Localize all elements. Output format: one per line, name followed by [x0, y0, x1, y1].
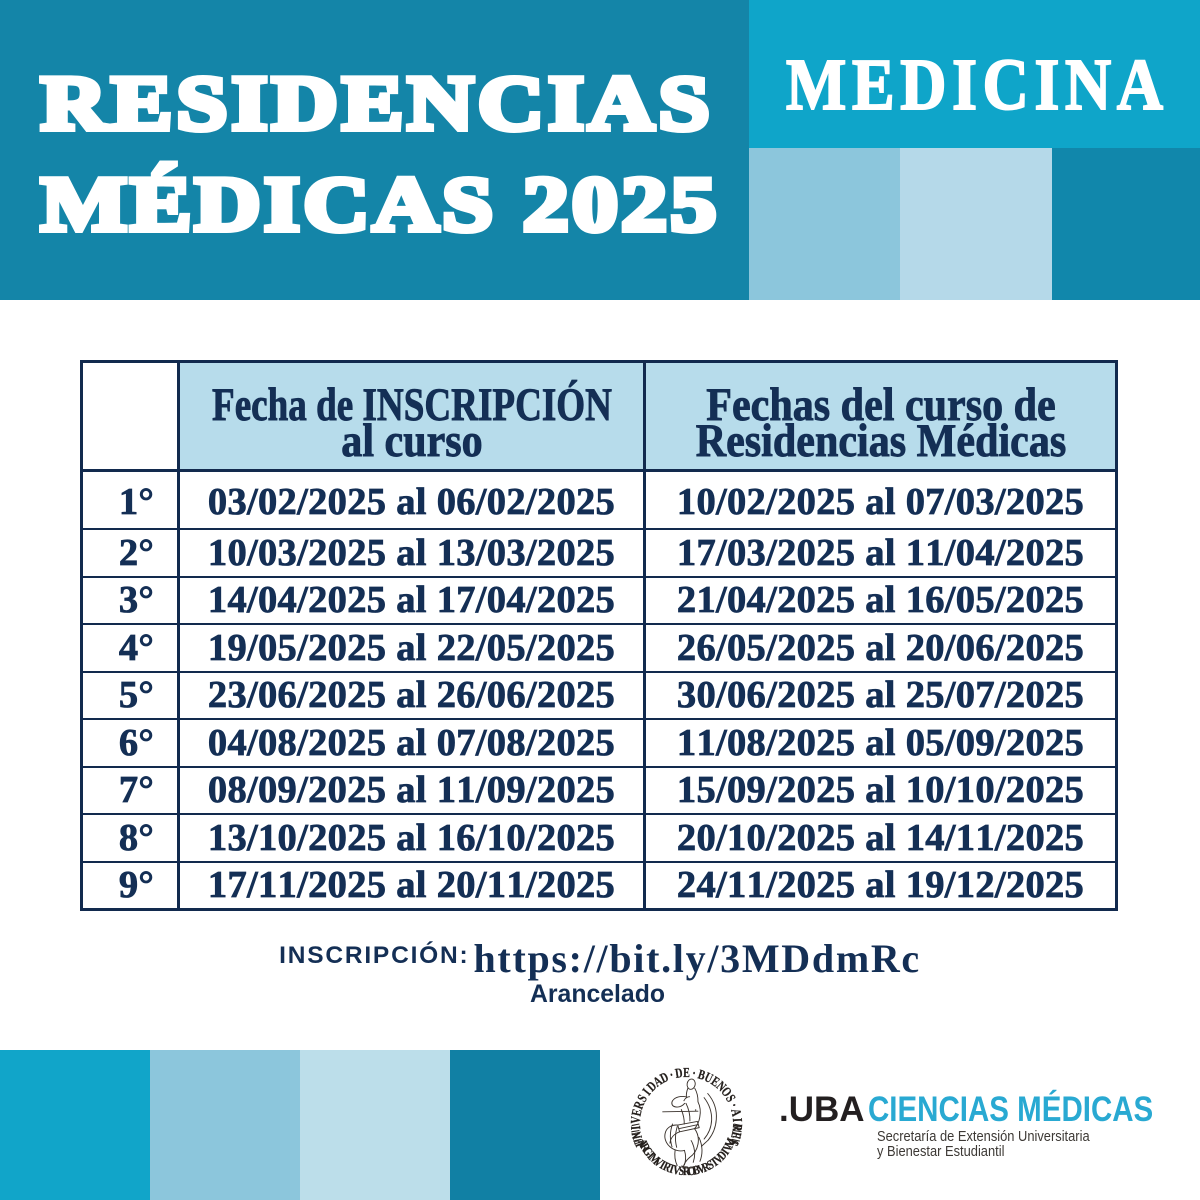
svg-text:·: · — [667, 1067, 675, 1083]
svg-text:S: S — [678, 1165, 685, 1179]
svg-text:B: B — [696, 1066, 707, 1083]
svg-text:N: N — [628, 1130, 645, 1141]
svg-text:S: S — [705, 1158, 716, 1172]
svg-text:E: E — [683, 1064, 690, 1080]
svg-text:T: T — [666, 1162, 677, 1177]
svg-text:E: E — [728, 1130, 745, 1140]
svg-text:V: V — [672, 1164, 682, 1179]
svg-text:V: V — [696, 1162, 708, 1177]
svg-text:B: B — [692, 1164, 702, 1179]
svg-text:E: E — [628, 1107, 645, 1117]
svg-text:·: · — [726, 1101, 742, 1110]
svg-text:A: A — [728, 1107, 745, 1118]
svg-text:D: D — [674, 1065, 684, 1082]
svg-text:·: · — [691, 1065, 697, 1081]
svg-text:I: I — [719, 1146, 732, 1157]
svg-text:I: I — [657, 1159, 667, 1173]
svg-text:V: V — [627, 1116, 643, 1125]
svg-text:I: I — [729, 1118, 745, 1123]
svg-text:R: R — [683, 1165, 691, 1178]
svg-text:O: O — [687, 1165, 696, 1179]
